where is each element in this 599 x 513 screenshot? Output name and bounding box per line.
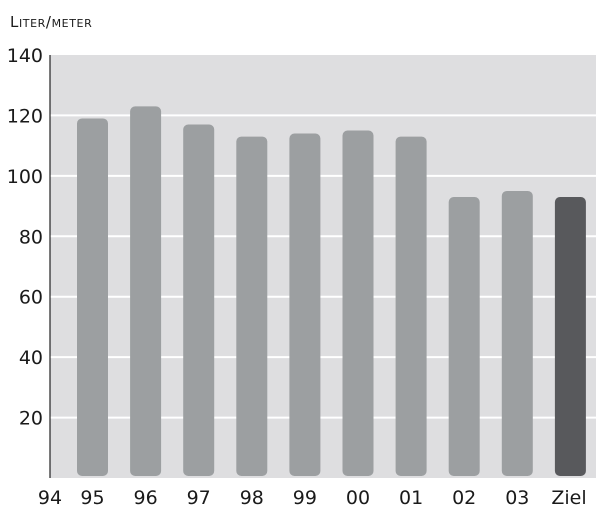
x-tick-label: 03: [505, 487, 529, 509]
bar-96: [130, 106, 162, 476]
bar-01: [395, 136, 427, 477]
y-axis-unit-label: Liter/meter: [10, 13, 92, 31]
bar-ziel: [554, 197, 586, 476]
x-tick-label: Ziel: [551, 487, 586, 509]
x-tick-label: 99: [293, 487, 317, 509]
x-tick-label: 95: [80, 487, 104, 509]
x-tick-label: 96: [134, 487, 158, 509]
x-tick-label: 00: [346, 487, 370, 509]
y-tick-label: 120: [7, 105, 43, 127]
x-tick-label: 01: [399, 487, 423, 509]
bars: [77, 106, 586, 477]
x-tick-label: 97: [187, 487, 211, 509]
bar-98: [236, 136, 268, 477]
y-tick-label: 140: [7, 45, 43, 67]
x-tick-label: 94: [38, 487, 62, 509]
bar-02: [448, 197, 480, 476]
bar-99: [289, 133, 321, 477]
bar-00: [342, 130, 374, 477]
y-tick-label: 40: [19, 347, 43, 369]
y-tick-label: 80: [19, 226, 43, 248]
x-tick-label: 98: [240, 487, 264, 509]
y-tick-label: 100: [7, 166, 43, 188]
y-tick-label: 20: [19, 408, 43, 430]
x-tick-label: 02: [452, 487, 476, 509]
bar-97: [183, 124, 215, 476]
y-tick-label: 60: [19, 287, 43, 309]
bar-03: [501, 190, 533, 476]
bar-95: [77, 118, 108, 476]
x-tick-labels: 94 95 96 97 98 99 00 01 02 03 Ziel: [38, 487, 587, 509]
y-tick-labels: 20 40 60 80 100 120 140: [7, 45, 43, 430]
